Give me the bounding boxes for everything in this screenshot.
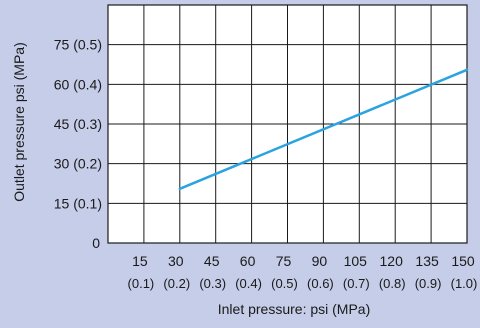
tick-labels: 0 15 (0.1) 30 (0.2) 45 (0.3) 60 (0.4) 75 (0.5) 90 (0…	[54, 37, 478, 291]
y-tick-label: 45 (0.3)	[54, 116, 102, 132]
x-tick-label: 135	[415, 253, 439, 269]
x-tick-sublabel: (0.5)	[271, 276, 298, 291]
x-tick-sublabel: (0.7)	[343, 276, 370, 291]
y-tick-label: 30 (0.2)	[54, 156, 102, 172]
series-layer	[178, 68, 469, 191]
origin-tick-label: 0	[92, 235, 100, 251]
y-tick-label: 15 (0.1)	[54, 195, 102, 211]
grid-lines	[107, 4, 468, 244]
x-tick-label: 120	[380, 253, 404, 269]
x-tick-sublabel: (0.8)	[379, 276, 406, 291]
x-tick-sublabel: (0.6)	[307, 276, 334, 291]
y-axis-label: Outlet pressure psi (MPa)	[11, 42, 27, 202]
x-tick-sublabel: (1.0)	[451, 276, 478, 291]
x-tick-label: 15	[132, 253, 148, 269]
x-tick-label: 105	[344, 253, 368, 269]
x-tick-label: 60	[240, 253, 256, 269]
x-tick-sublabel: (0.4)	[235, 276, 262, 291]
series-line	[178, 68, 469, 191]
y-tick-label: 60 (0.4)	[54, 76, 102, 92]
plot-border	[107, 4, 468, 244]
x-tick-sublabel: (0.1)	[128, 276, 155, 291]
x-tick-label: 90	[312, 253, 328, 269]
x-tick-label: 45	[204, 253, 220, 269]
y-tick-label: 75 (0.5)	[54, 37, 102, 53]
x-tick-sublabel: (0.2)	[163, 276, 190, 291]
x-axis-label: Inlet pressure: psi (MPa)	[218, 301, 371, 317]
x-tick-label: 75	[276, 253, 292, 269]
x-tick-sublabel: (0.9)	[415, 276, 442, 291]
x-tick-sublabel: (0.3)	[199, 276, 226, 291]
x-tick-label: 30	[168, 253, 184, 269]
x-tick-label: 150	[451, 253, 475, 269]
